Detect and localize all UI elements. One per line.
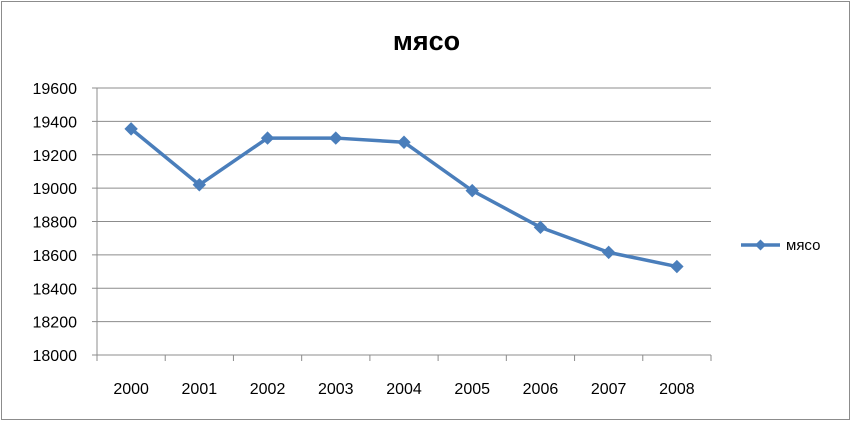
x-tick-label: 2006 bbox=[523, 381, 559, 398]
x-tick-label: 2001 bbox=[182, 381, 218, 398]
y-tick-label: 19600 bbox=[33, 81, 78, 98]
data-point-marker bbox=[533, 220, 548, 235]
x-tick-label: 2003 bbox=[318, 381, 354, 398]
x-tick-label: 2008 bbox=[659, 381, 695, 398]
x-tick-label: 2002 bbox=[250, 381, 286, 398]
x-tick-label: 2000 bbox=[113, 381, 149, 398]
x-tick-labels: 2000 2001 2002 2003 2004 2005 2006 2007 2008 bbox=[113, 381, 694, 398]
data-point-marker bbox=[124, 122, 138, 136]
y-tick-label: 18400 bbox=[33, 281, 78, 298]
legend-label: мясо bbox=[786, 237, 820, 254]
gridlines bbox=[97, 87, 711, 356]
series-layer bbox=[124, 122, 684, 274]
data-point-marker bbox=[465, 183, 479, 198]
y-tick-label: 18800 bbox=[33, 215, 78, 232]
data-point-marker bbox=[670, 259, 684, 274]
chart-title: мясо bbox=[392, 26, 461, 56]
y-tick-label: 19200 bbox=[33, 148, 78, 165]
y-tick-label: 19400 bbox=[33, 114, 78, 131]
data-point-marker bbox=[601, 245, 616, 260]
legend-marker bbox=[755, 239, 766, 251]
data-point-marker bbox=[192, 178, 207, 192]
x-tick-label: 2005 bbox=[454, 381, 490, 398]
series-line bbox=[130, 127, 678, 269]
y-tick-labels: 18000 18200 18400 18600 18800 19000 19200 19400… bbox=[33, 81, 78, 365]
y-tick-label: 18600 bbox=[33, 248, 78, 265]
data-point-marker bbox=[329, 131, 343, 145]
x-tick-label: 2007 bbox=[591, 381, 627, 398]
y-tick-label: 19000 bbox=[33, 181, 78, 198]
legend: мясо bbox=[741, 237, 820, 254]
data-point-marker bbox=[397, 135, 411, 149]
y-tick-label: 18200 bbox=[33, 315, 78, 332]
y-tick-label: 18000 bbox=[33, 348, 78, 365]
axes bbox=[92, 87, 712, 361]
x-tick-label: 2004 bbox=[386, 381, 422, 398]
data-point-marker bbox=[260, 131, 275, 145]
